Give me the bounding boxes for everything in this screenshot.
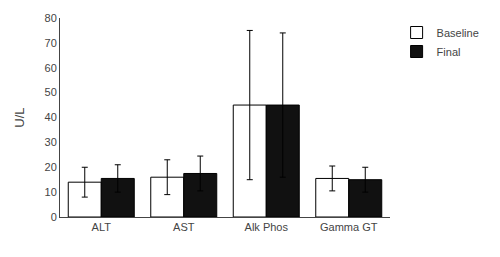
svg-text:60: 60 xyxy=(45,62,57,74)
svg-text:10: 10 xyxy=(45,186,57,198)
svg-text:Alk Phos: Alk Phos xyxy=(245,221,289,233)
svg-text:30: 30 xyxy=(45,136,57,148)
svg-text:U/L: U/L xyxy=(12,107,27,127)
svg-text:20: 20 xyxy=(45,161,57,173)
svg-text:80: 80 xyxy=(45,12,57,24)
svg-text:40: 40 xyxy=(45,111,57,123)
svg-text:Final: Final xyxy=(437,46,461,58)
svg-text:50: 50 xyxy=(45,86,57,98)
svg-text:0: 0 xyxy=(51,211,57,223)
svg-text:AST: AST xyxy=(173,221,195,233)
svg-text:Baseline: Baseline xyxy=(437,27,479,39)
svg-text:70: 70 xyxy=(45,37,57,49)
svg-text:ALT: ALT xyxy=(92,221,112,233)
svg-text:Gamma GT: Gamma GT xyxy=(320,221,378,233)
